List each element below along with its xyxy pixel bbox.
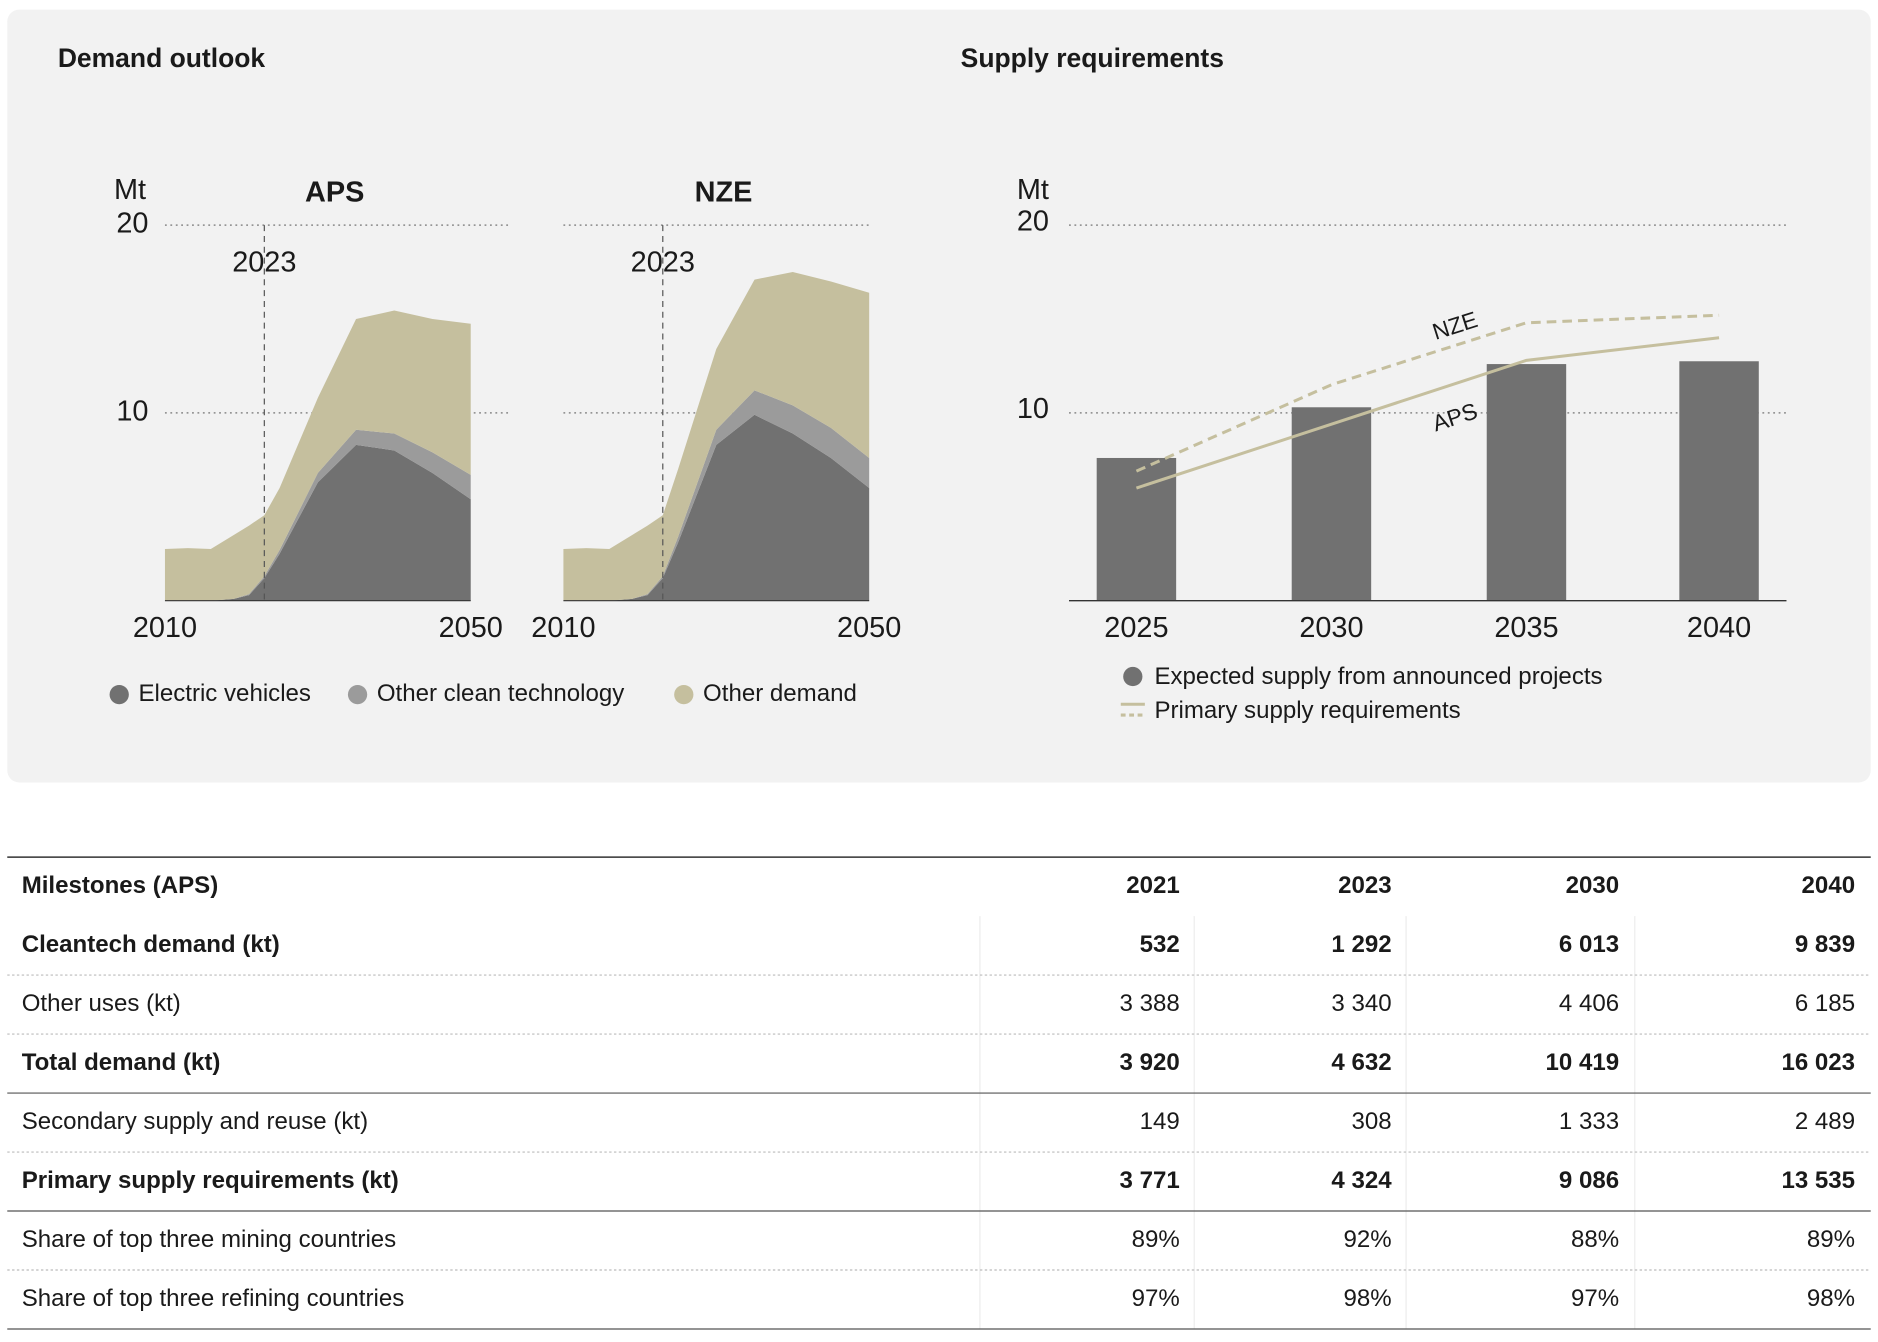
table-cell: 89% — [1807, 1226, 1855, 1253]
table-cell: 6 185 — [1795, 990, 1855, 1017]
table-cell: 92% — [1343, 1226, 1391, 1253]
bar — [1679, 361, 1759, 601]
table-cell: 97% — [1571, 1285, 1619, 1312]
table-cell: 98% — [1807, 1285, 1855, 1312]
table-cell: 89% — [1132, 1226, 1180, 1253]
y-tick-label: 20 — [116, 208, 148, 240]
table-cell: 2 489 — [1795, 1108, 1855, 1135]
table-cell: 2030 — [1566, 872, 1620, 899]
panel-title: Demand outlook — [58, 43, 266, 73]
table-cell: 3 771 — [1120, 1167, 1180, 1194]
legend-swatch — [347, 684, 368, 705]
table-cell: 2021 — [1126, 872, 1180, 899]
table-cell: 1 333 — [1559, 1108, 1619, 1135]
row-label: Milestones (APS) — [22, 872, 219, 899]
x-tick-label: 2010 — [531, 612, 595, 644]
x-tick-label: 2050 — [837, 612, 901, 644]
table-cell: 98% — [1343, 1285, 1391, 1312]
table-cell: 97% — [1132, 1285, 1180, 1312]
row-label: Share of top three refining countries — [22, 1285, 405, 1312]
legend-label: Other demand — [703, 680, 857, 707]
table-cell: 10 419 — [1546, 1049, 1620, 1076]
table-cell: 4 406 — [1559, 990, 1619, 1017]
x-tick-label: 2010 — [133, 612, 197, 644]
table-cell: 2023 — [1338, 872, 1392, 899]
table-cell: 6 013 — [1559, 931, 1619, 958]
area — [563, 272, 870, 601]
y-tick-label: 10 — [1017, 393, 1049, 425]
y-tick-label: 10 — [116, 396, 148, 428]
table-cell: 9 839 — [1795, 931, 1855, 958]
y-unit: Mt — [114, 174, 146, 206]
table-cell: 9 086 — [1559, 1167, 1619, 1194]
area — [164, 310, 471, 601]
legend-label: Primary supply requirements — [1154, 697, 1460, 724]
area — [563, 414, 870, 601]
row-label: Cleantech demand (kt) — [22, 931, 280, 958]
chart-panel — [7, 9, 1871, 783]
marker-label: 2023 — [631, 246, 695, 278]
table-cell: 1 292 — [1331, 931, 1391, 958]
legend-label: Electric vehicles — [138, 680, 311, 707]
table-cell: 13 535 — [1781, 1167, 1855, 1194]
row-label: Secondary supply and reuse (kt) — [22, 1108, 368, 1135]
table-cell: 4 632 — [1331, 1049, 1391, 1076]
bar — [1096, 457, 1177, 601]
x-tick-label: 2030 — [1299, 612, 1363, 644]
bar — [1291, 407, 1372, 601]
legend-swatch — [109, 684, 129, 705]
x-tick-label: 2050 — [439, 612, 503, 644]
chart-title: APS — [305, 176, 364, 208]
chart-title: NZE — [695, 176, 753, 208]
table-cell: 16 023 — [1781, 1049, 1855, 1076]
table-cell: 3 920 — [1120, 1049, 1180, 1076]
table-cell: 308 — [1351, 1108, 1391, 1135]
y-tick-label: 20 — [1017, 205, 1049, 237]
legend-label: Other clean technology — [377, 680, 624, 707]
table-cell: 532 — [1140, 931, 1180, 958]
table-cell: 2040 — [1802, 872, 1856, 899]
table-cell: 3 340 — [1331, 990, 1391, 1017]
row-label: Primary supply requirements (kt) — [22, 1167, 399, 1194]
y-unit: Mt — [1017, 174, 1049, 206]
area — [563, 390, 870, 601]
table-cell: 88% — [1571, 1226, 1619, 1253]
line — [1135, 313, 1720, 473]
marker-label: 2023 — [232, 246, 296, 278]
row-label: Other uses (kt) — [22, 990, 181, 1017]
x-tick-label: 2040 — [1687, 612, 1751, 644]
row-label: Share of top three mining countries — [22, 1226, 397, 1253]
legend-label: Expected supply from announced projects — [1154, 663, 1602, 690]
legend-swatch — [674, 684, 694, 705]
area — [164, 444, 471, 601]
table-cell: 3 388 — [1120, 990, 1180, 1017]
row-label: Total demand (kt) — [22, 1049, 221, 1076]
line — [1135, 336, 1720, 490]
x-tick-label: 2035 — [1494, 612, 1558, 644]
x-tick-label: 2025 — [1104, 612, 1168, 644]
table-cell: 149 — [1140, 1108, 1180, 1135]
legend-swatch — [1123, 666, 1143, 687]
bar — [1486, 364, 1567, 601]
table-cell: 4 324 — [1331, 1167, 1392, 1194]
panel-title: Supply requirements — [961, 43, 1224, 73]
